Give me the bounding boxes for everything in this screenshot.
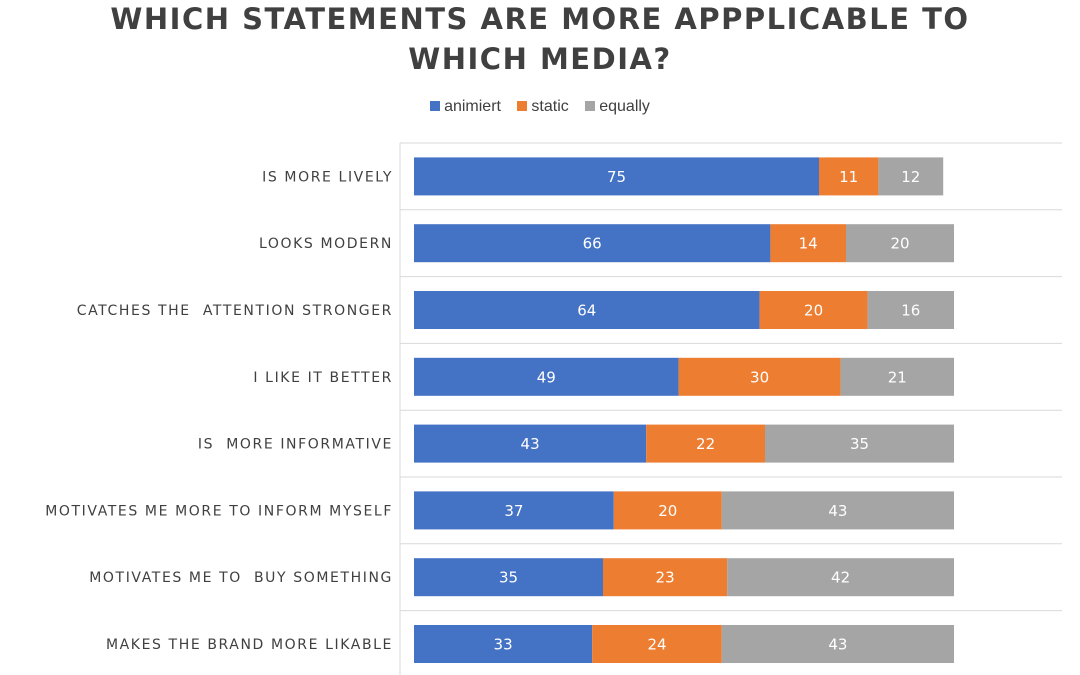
data-label-static: 20 [804,302,823,320]
bar-segment-static [646,424,765,463]
data-label-equally: 16 [901,302,920,320]
bar-segment-animiert [414,424,647,463]
chart-title-line-2: WHICH MEDIA? [408,42,672,76]
bar-segment-equally [878,157,944,196]
data-label-equally: 43 [828,636,847,654]
data-label-animiert: 33 [494,636,513,654]
data-label-static: 20 [658,502,677,520]
legend-label-static: static [531,98,569,115]
data-label-equally: 42 [831,569,850,587]
data-label-animiert: 64 [577,302,596,320]
bar-segment-static [819,157,879,196]
bar-segment-static [613,491,722,530]
data-label-animiert: 49 [537,368,556,386]
bar-segment-equally [765,424,954,463]
bar-segment-equally [867,291,954,329]
bar-segment-animiert [414,224,771,263]
category-label: MOTIVATES ME MORE TO INFORM MYSELF [45,503,393,519]
bar-segment-static [678,357,841,396]
bar-segment-animiert [414,491,614,530]
bar-segment-equally [846,224,954,263]
data-label-animiert: 66 [583,235,602,253]
bar-segment-equally [721,491,954,530]
data-label-animiert: 43 [521,435,540,453]
chart-legend: animiert static equally [0,98,1080,116]
bar-segment-static [759,291,868,329]
data-label-static: 24 [647,636,666,654]
data-label-animiert: 75 [607,168,626,186]
legend-swatch-static [517,101,528,111]
data-label-animiert: 35 [499,569,518,587]
legend-label-animiert: animiert [444,98,501,115]
bar-segment-animiert [414,357,679,396]
data-label-equally: 43 [828,502,847,520]
bar-segment-static [770,224,846,263]
bar-segment-animiert [414,625,593,663]
bar-segment-equally [840,357,954,396]
legend-item-static: static [517,98,569,116]
legend-label-equally: equally [599,98,650,115]
legend-item-equally: equally [585,98,650,116]
bar-segment-animiert [414,157,819,196]
category-label: CATCHES THE ATTENTION STRONGER [77,303,393,319]
legend-item-animiert: animiert [430,98,501,116]
category-label: LOOKS MODERN [259,236,393,252]
data-label-equally: 35 [850,435,869,453]
data-label-equally: 12 [901,168,920,186]
legend-swatch-equally [585,101,596,111]
data-label-equally: 20 [890,235,909,253]
data-label-animiert: 37 [504,502,523,520]
data-label-static: 23 [656,569,675,587]
category-label: I LIKE IT BETTER [253,370,393,386]
bar-segment-animiert [414,558,603,597]
category-label: IS MORE LIVELY [262,169,393,185]
data-label-static: 22 [696,435,715,453]
data-label-static: 30 [750,368,769,386]
category-label: MOTIVATES ME TO BUY SOMETHING [89,570,393,586]
bar-segment-static [592,625,722,663]
data-label-static: 11 [839,168,858,186]
bar-segment-static [603,558,728,597]
data-label-equally: 21 [888,368,907,386]
data-label-static: 14 [799,235,818,253]
category-label: IS MORE INFORMATIVE [198,437,393,453]
bar-segment-animiert [414,291,760,329]
category-label: MAKES THE BRAND MORE LIKABLE [106,637,393,653]
bar-segment-equally [727,558,954,597]
chart-title-line-1: WHICH STATEMENTS ARE MORE APPPLICABLE TO [110,2,970,36]
bar-segment-equally [721,625,954,663]
legend-swatch-animiert [430,101,441,111]
